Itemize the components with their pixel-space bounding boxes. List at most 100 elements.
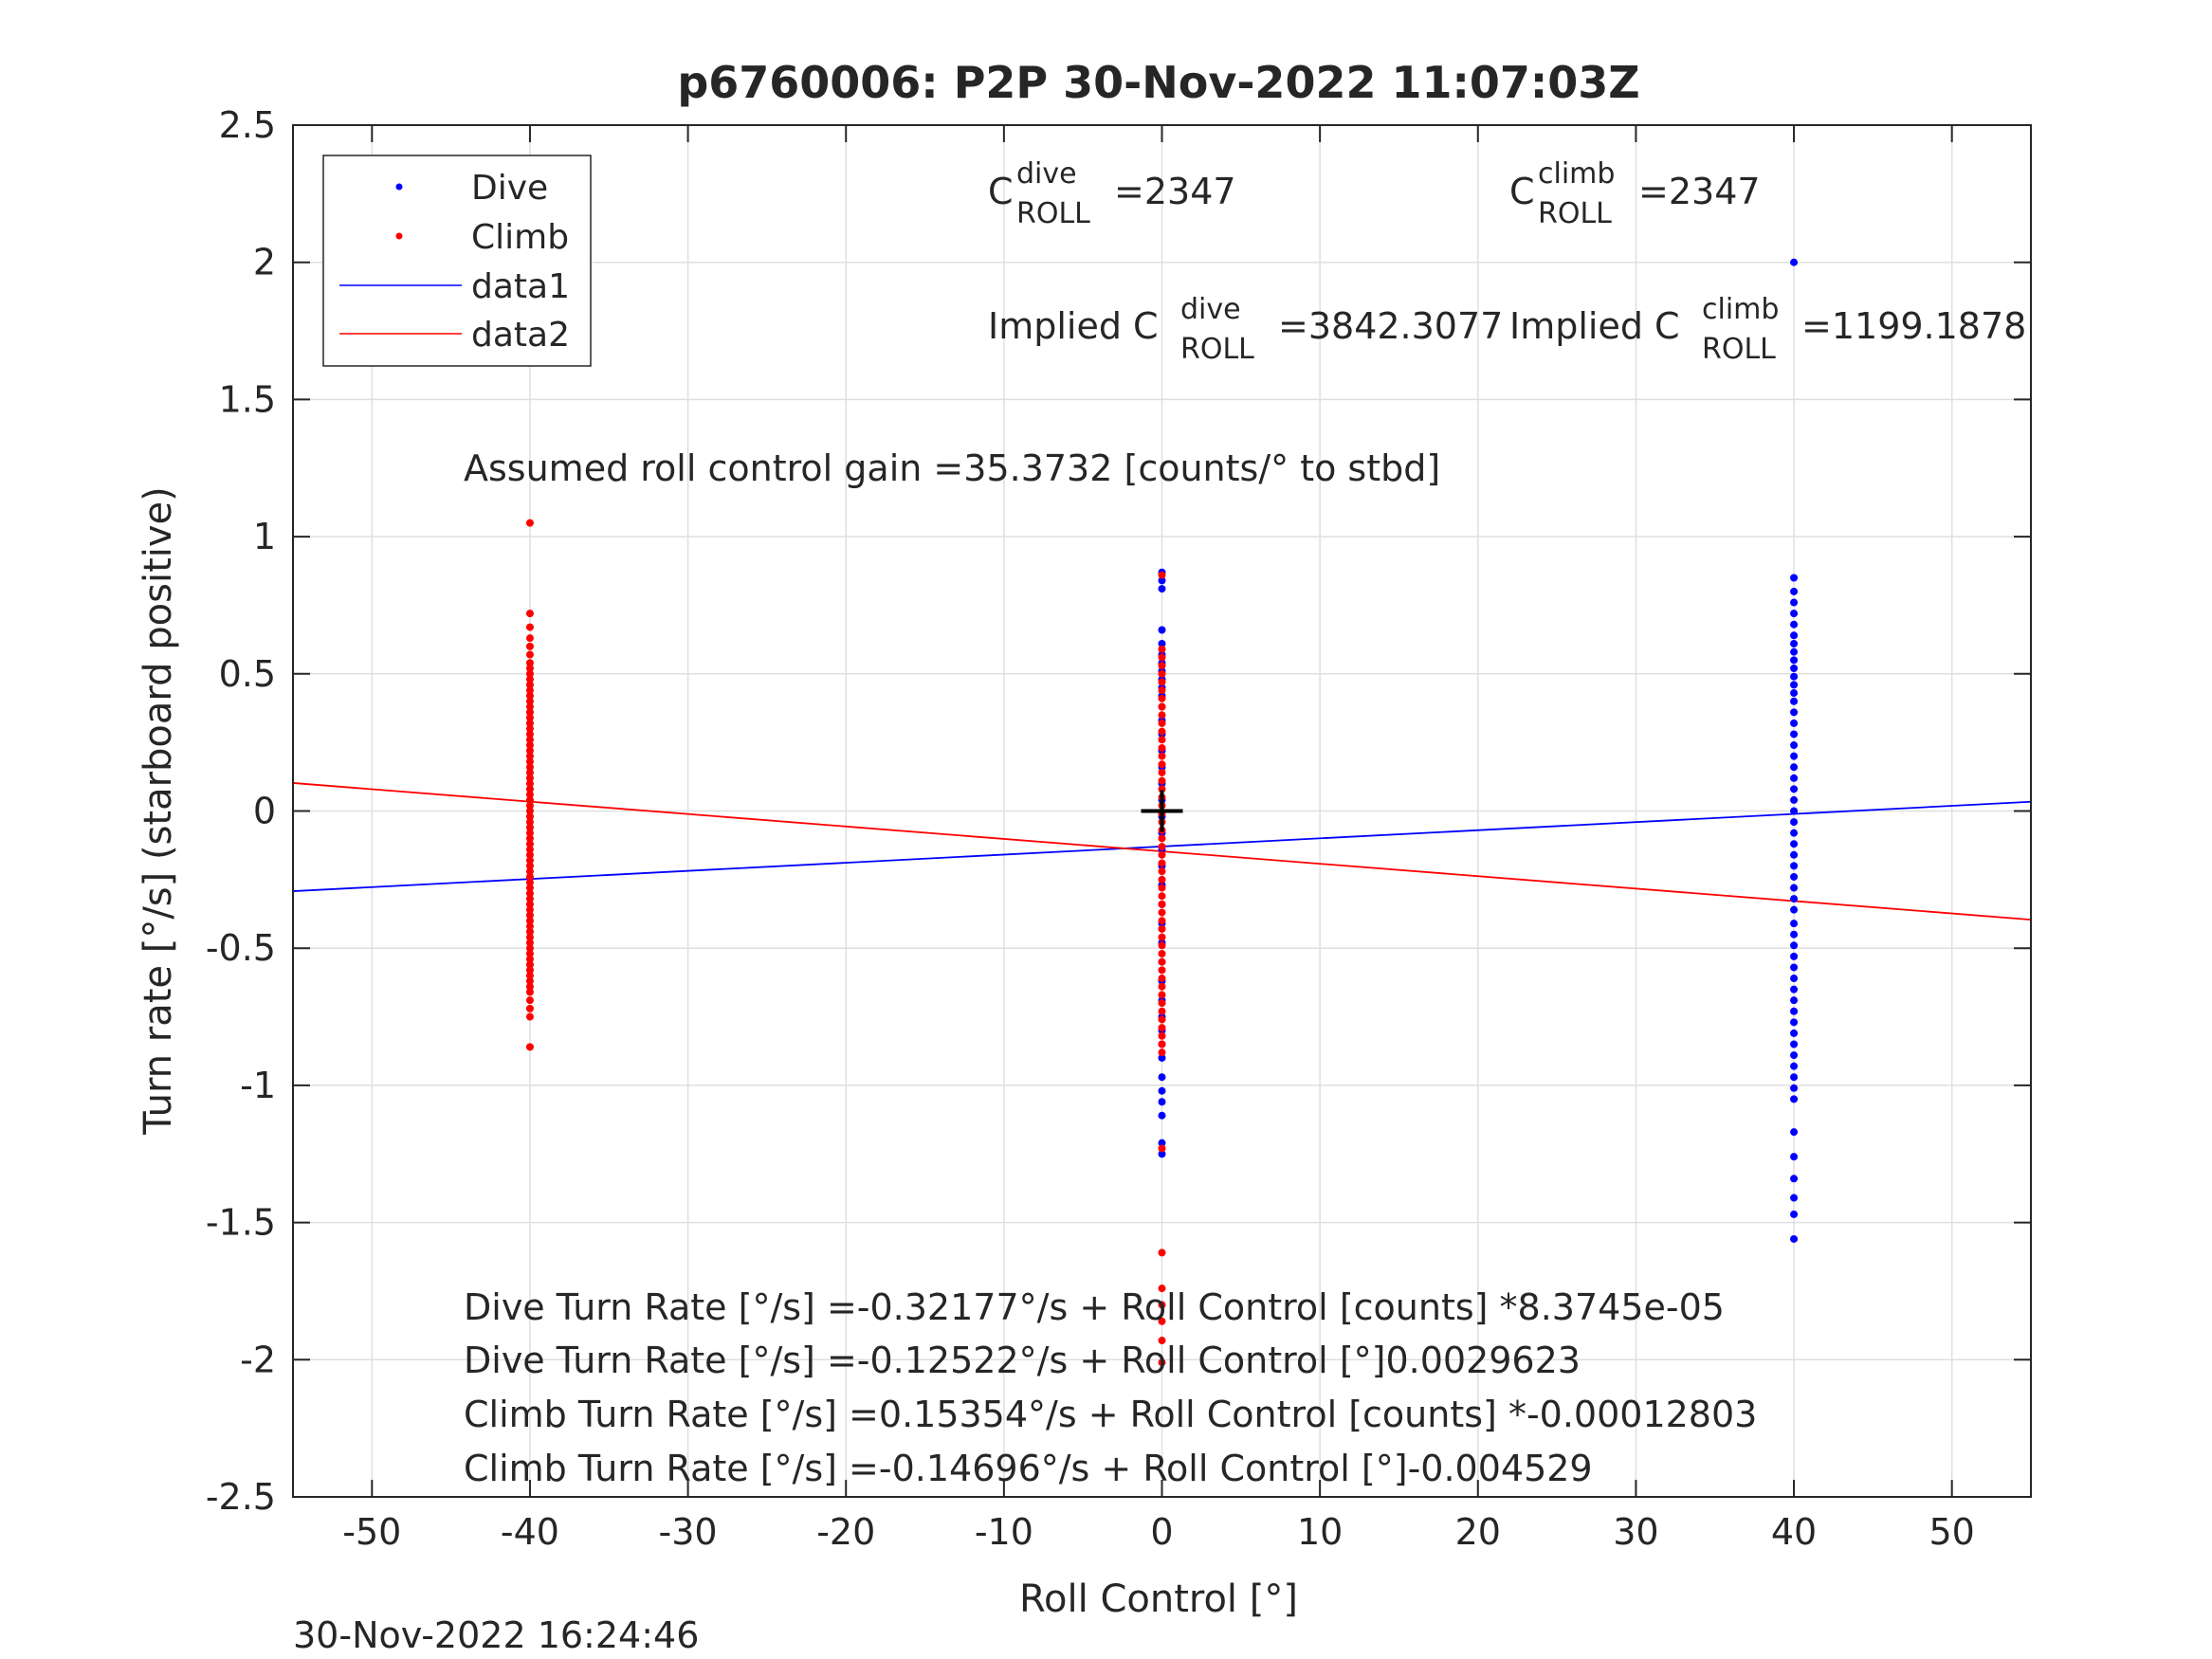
- climb-point: [1158, 949, 1166, 957]
- climb-point: [525, 785, 534, 793]
- legend-climb-label: Climb: [471, 218, 569, 257]
- climb-point: [1158, 1048, 1166, 1057]
- y-tick-label: 0.5: [219, 653, 276, 695]
- dive-point: [1790, 258, 1799, 266]
- c-roll-climb-annotation: C climb ROLL =2347: [1509, 157, 1761, 230]
- climb-point: [525, 905, 534, 914]
- climb-point: [525, 840, 534, 848]
- climb-point: [525, 763, 534, 772]
- dive-point: [1790, 895, 1799, 903]
- climb-point: [525, 724, 534, 733]
- climb-point: [525, 719, 534, 727]
- climb-point: [1158, 1031, 1166, 1040]
- climb-point: [1158, 1040, 1166, 1048]
- climb-point: [525, 708, 534, 717]
- climb-point: [525, 650, 534, 659]
- x-tick-label: 30: [1613, 1511, 1658, 1553]
- x-tick-label: -10: [975, 1511, 1033, 1553]
- climb-point: [1158, 991, 1166, 999]
- dive-point: [1790, 963, 1799, 972]
- climb-point: [1158, 908, 1166, 917]
- dive-point: [1790, 829, 1799, 837]
- climb-point: [1158, 982, 1166, 991]
- climb-point: [1158, 1337, 1166, 1345]
- dive-point: [1790, 574, 1799, 582]
- climb-point: [525, 1004, 534, 1012]
- climb-point: [1158, 1015, 1166, 1024]
- climb-point: [1158, 776, 1166, 785]
- y-axis-label: Turn rate [°/s] (starboard positive): [137, 486, 180, 1136]
- dive-point: [1790, 795, 1799, 804]
- dive-point: [1790, 785, 1799, 793]
- implied-climb-sup: climb: [1702, 293, 1779, 326]
- climb-point: [525, 823, 534, 831]
- legend-dive-label: Dive: [471, 169, 548, 208]
- climb-point: [525, 791, 534, 799]
- dive-point: [1790, 862, 1799, 870]
- climb-point: [1158, 1249, 1166, 1257]
- climb-point: [525, 681, 534, 689]
- c-roll-dive-annotation: C dive ROLL =2347: [988, 157, 1236, 230]
- equation-climb-counts: Climb Turn Rate [°/s] =0.15354°/s + Roll…: [464, 1394, 1757, 1435]
- dive-point: [1158, 1111, 1166, 1120]
- legend-data2-label: data2: [471, 316, 570, 355]
- x-tick-label: -20: [816, 1511, 875, 1553]
- dive-point: [1790, 941, 1799, 950]
- legend-box: [322, 155, 592, 367]
- climb-point: [525, 1043, 534, 1051]
- climb-point: [1158, 1144, 1166, 1153]
- dive-point: [1790, 1234, 1799, 1243]
- climb-point: [525, 955, 534, 963]
- footer-timestamp: 30-Nov-2022 16:24:46: [293, 1614, 699, 1656]
- climb-point: [525, 659, 534, 667]
- x-tick-label: 20: [1455, 1511, 1501, 1553]
- climb-point: [525, 960, 534, 969]
- climb-point: [1158, 917, 1166, 925]
- dive-point: [1790, 697, 1799, 705]
- climb-point: [1158, 752, 1166, 760]
- climb-point: [525, 966, 534, 975]
- climb-point: [525, 1012, 534, 1021]
- y-tick-label: 1: [253, 516, 276, 557]
- dive-point: [1790, 672, 1799, 681]
- climb-point: [1158, 760, 1166, 769]
- dive-point: [1790, 985, 1799, 994]
- dive-point: [1158, 1098, 1166, 1106]
- equation-dive-counts: Dive Turn Rate [°/s] =-0.32177°/s + Roll…: [464, 1286, 1725, 1328]
- climb-point: [525, 846, 534, 854]
- dive-point: [1790, 752, 1799, 760]
- dive-point: [1158, 1053, 1166, 1062]
- dive-point: [1790, 807, 1799, 815]
- climb-point: [525, 519, 534, 527]
- implied-dive-prefix: Implied C: [988, 305, 1159, 347]
- dive-point: [1790, 587, 1799, 595]
- climb-point: [1158, 966, 1166, 975]
- climb-point: [1158, 694, 1166, 702]
- climb-point: [525, 691, 534, 700]
- climb-point: [525, 642, 534, 650]
- equation-dive-degrees: Dive Turn Rate [°/s] =-0.12522°/s + Roll…: [464, 1340, 1581, 1381]
- dive-point: [1790, 1051, 1799, 1060]
- y-tick-label: 0: [253, 791, 276, 832]
- data-points: [525, 258, 1799, 1367]
- climb-point: [525, 675, 534, 684]
- x-axis-label: Roll Control [°]: [1019, 1577, 1298, 1621]
- c-roll-dive-sub: ROLL: [1016, 197, 1090, 230]
- climb-point: [525, 623, 534, 631]
- y-tick-label: -2.5: [206, 1476, 276, 1518]
- x-tick-label: -40: [501, 1511, 559, 1553]
- climb-point: [525, 834, 534, 843]
- climb-point: [1158, 571, 1166, 579]
- x-tick-label: 0: [1150, 1511, 1173, 1553]
- dive-point: [1790, 1153, 1799, 1161]
- x-tick-label: -30: [659, 1511, 718, 1553]
- x-tick-label: 50: [1929, 1511, 1975, 1553]
- y-tick-label: 1.5: [219, 378, 276, 420]
- climb-point: [525, 812, 534, 821]
- climb-point: [1158, 719, 1166, 727]
- dive-point: [1158, 1139, 1166, 1147]
- climb-point: [525, 895, 534, 903]
- climb-point: [525, 730, 534, 738]
- climb-point: [525, 900, 534, 908]
- y-tick-label: 2: [253, 242, 276, 283]
